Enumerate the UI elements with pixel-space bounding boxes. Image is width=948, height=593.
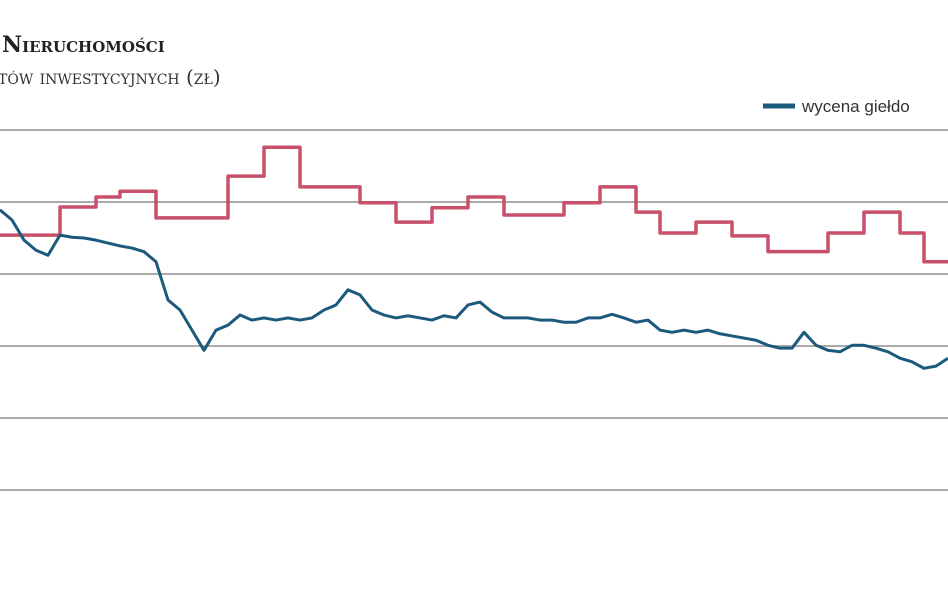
series-line [0, 208, 948, 370]
chart-subtitle: tów inwestycyjnych (zł) [0, 65, 221, 89]
legend-label: wycena giełdo [801, 97, 910, 116]
series-line [0, 145, 948, 264]
chart-title: Nieruchomości [2, 32, 165, 58]
